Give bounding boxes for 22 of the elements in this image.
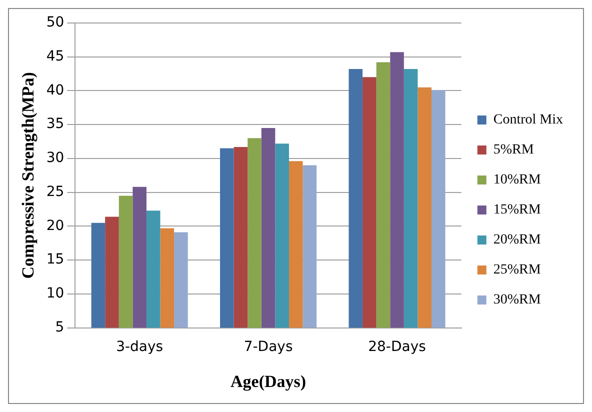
y-tick-label: 50 — [46, 14, 64, 31]
x-axis-title: Age(Days) — [230, 372, 306, 392]
y-tick-label: 35 — [46, 116, 64, 132]
legend-label: 30%RM — [493, 292, 542, 308]
y-axis-title: Compressive Strength(MPa) — [18, 72, 38, 279]
x-tick-label: 3-days — [116, 338, 164, 355]
legend-label: 15%RM — [493, 202, 542, 218]
x-tick-label: 28-Days — [368, 338, 426, 355]
legend-label: 25%RM — [493, 262, 542, 278]
y-tick-label: 10 — [46, 286, 64, 302]
y-tick-label: 25 — [46, 184, 64, 200]
y-tick-label: 45 — [46, 48, 64, 65]
y-tick-label: 20 — [46, 218, 64, 234]
y-tick-label: 15 — [46, 252, 64, 268]
y-tick-label: 30 — [46, 150, 64, 166]
y-tick-label: 5 — [55, 319, 64, 336]
y-tick-label: 40 — [46, 82, 64, 98]
x-tick-label: 7-Days — [244, 338, 293, 355]
legend-label: 5%RM — [493, 142, 534, 158]
legend-label: 10%RM — [493, 172, 542, 188]
legend-label: Control Mix — [493, 112, 564, 128]
legend-label: 20%RM — [493, 232, 542, 248]
